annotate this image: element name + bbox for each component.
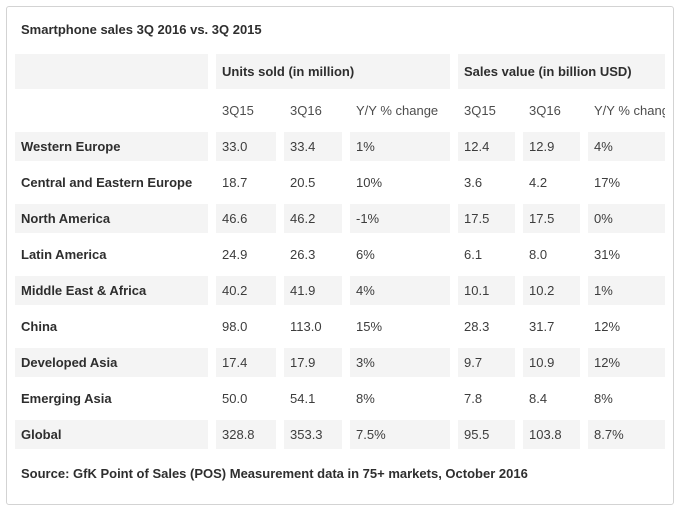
cell: 26.3	[284, 240, 342, 269]
sub-header-units-3q15: 3Q15	[216, 96, 276, 125]
row-label: Central and Eastern Europe	[15, 168, 208, 197]
cell: 10%	[350, 168, 451, 197]
cell: 1%	[350, 132, 451, 161]
cell: 0%	[588, 204, 665, 233]
cell: 3.6	[458, 168, 516, 197]
table-title: Smartphone sales 3Q 2016 vs. 3Q 2015	[21, 22, 262, 37]
cell: 103.8	[523, 420, 581, 449]
cell: 12.4	[458, 132, 516, 161]
cell: 15%	[350, 312, 451, 341]
cell: 12%	[588, 312, 665, 341]
cell: 8.0	[523, 240, 581, 269]
cell: 4%	[350, 276, 451, 305]
group-header-units: Units sold (in million)	[216, 54, 451, 89]
row-label: Middle East & Africa	[15, 276, 208, 305]
table-row: Global 328.8 353.3 7.5% 95.5 103.8 8.7%	[15, 420, 665, 449]
table-row: North America 46.6 46.2 -1% 17.5 17.5 0%	[15, 204, 665, 233]
cell: 12.9	[523, 132, 581, 161]
group-header-spacer	[15, 54, 208, 89]
cell: -1%	[350, 204, 451, 233]
cell: 353.3	[284, 420, 342, 449]
table-row: China 98.0 113.0 15% 28.3 31.7 12%	[15, 312, 665, 341]
table-row: Western Europe 33.0 33.4 1% 12.4 12.9 4%	[15, 132, 665, 161]
cell: 8%	[588, 384, 665, 413]
table-row: Emerging Asia 50.0 54.1 8% 7.8 8.4 8%	[15, 384, 665, 413]
cell: 28.3	[458, 312, 516, 341]
row-label: Global	[15, 420, 208, 449]
cell: 4%	[588, 132, 665, 161]
cell: 17.5	[458, 204, 516, 233]
sub-header-row: 3Q15 3Q16 Y/Y % change 3Q15 3Q16 Y/Y % c…	[15, 96, 665, 125]
row-label: Emerging Asia	[15, 384, 208, 413]
cell: 10.9	[523, 348, 581, 377]
cell: 6.1	[458, 240, 516, 269]
row-label: China	[15, 312, 208, 341]
sub-header-spacer	[15, 96, 208, 125]
cell: 8.4	[523, 384, 581, 413]
cell: 8%	[350, 384, 451, 413]
sub-header-units-yoy: Y/Y % change	[350, 96, 451, 125]
cell: 95.5	[458, 420, 516, 449]
row-label: Western Europe	[15, 132, 208, 161]
cell: 31.7	[523, 312, 581, 341]
row-label: North America	[15, 204, 208, 233]
cell: 12%	[588, 348, 665, 377]
cell: 17.4	[216, 348, 276, 377]
row-label: Developed Asia	[15, 348, 208, 377]
cell: 7.5%	[350, 420, 451, 449]
cell: 50.0	[216, 384, 276, 413]
cell: 113.0	[284, 312, 342, 341]
row-label: Latin America	[15, 240, 208, 269]
cell: 3%	[350, 348, 451, 377]
cell: 31%	[588, 240, 665, 269]
sub-header-sales-3q15: 3Q15	[458, 96, 516, 125]
group-header-row: Units sold (in million) Sales value (in …	[15, 54, 665, 89]
cell: 98.0	[216, 312, 276, 341]
cell: 46.6	[216, 204, 276, 233]
cell: 17.5	[523, 204, 581, 233]
table-row: Developed Asia 17.4 17.9 3% 9.7 10.9 12%	[15, 348, 665, 377]
cell: 4.2	[523, 168, 581, 197]
cell: 54.1	[284, 384, 342, 413]
sub-header-units-3q16: 3Q16	[284, 96, 342, 125]
cell: 33.4	[284, 132, 342, 161]
cell: 10.1	[458, 276, 516, 305]
cell: 33.0	[216, 132, 276, 161]
cell: 46.2	[284, 204, 342, 233]
cell: 9.7	[458, 348, 516, 377]
cell: 17%	[588, 168, 665, 197]
cell: 18.7	[216, 168, 276, 197]
cell: 6%	[350, 240, 451, 269]
table-card: Smartphone sales 3Q 2016 vs. 3Q 2015 Uni…	[6, 6, 674, 505]
sub-header-sales-yoy: Y/Y % change	[588, 96, 665, 125]
table-row: Latin America 24.9 26.3 6% 6.1 8.0 31%	[15, 240, 665, 269]
cell: 17.9	[284, 348, 342, 377]
cell: 20.5	[284, 168, 342, 197]
cell: 1%	[588, 276, 665, 305]
cell: 41.9	[284, 276, 342, 305]
cell: 7.8	[458, 384, 516, 413]
table-row: Central and Eastern Europe 18.7 20.5 10%…	[15, 168, 665, 197]
group-header-sales: Sales value (in billion USD)	[458, 54, 665, 89]
cell: 10.2	[523, 276, 581, 305]
cell: 24.9	[216, 240, 276, 269]
cell: 328.8	[216, 420, 276, 449]
source-note: Source: GfK Point of Sales (POS) Measure…	[21, 466, 528, 481]
table-row: Middle East & Africa 40.2 41.9 4% 10.1 1…	[15, 276, 665, 305]
cell: 40.2	[216, 276, 276, 305]
cell: 8.7%	[588, 420, 665, 449]
sales-table: Units sold (in million) Sales value (in …	[7, 47, 673, 456]
sub-header-sales-3q16: 3Q16	[523, 96, 581, 125]
